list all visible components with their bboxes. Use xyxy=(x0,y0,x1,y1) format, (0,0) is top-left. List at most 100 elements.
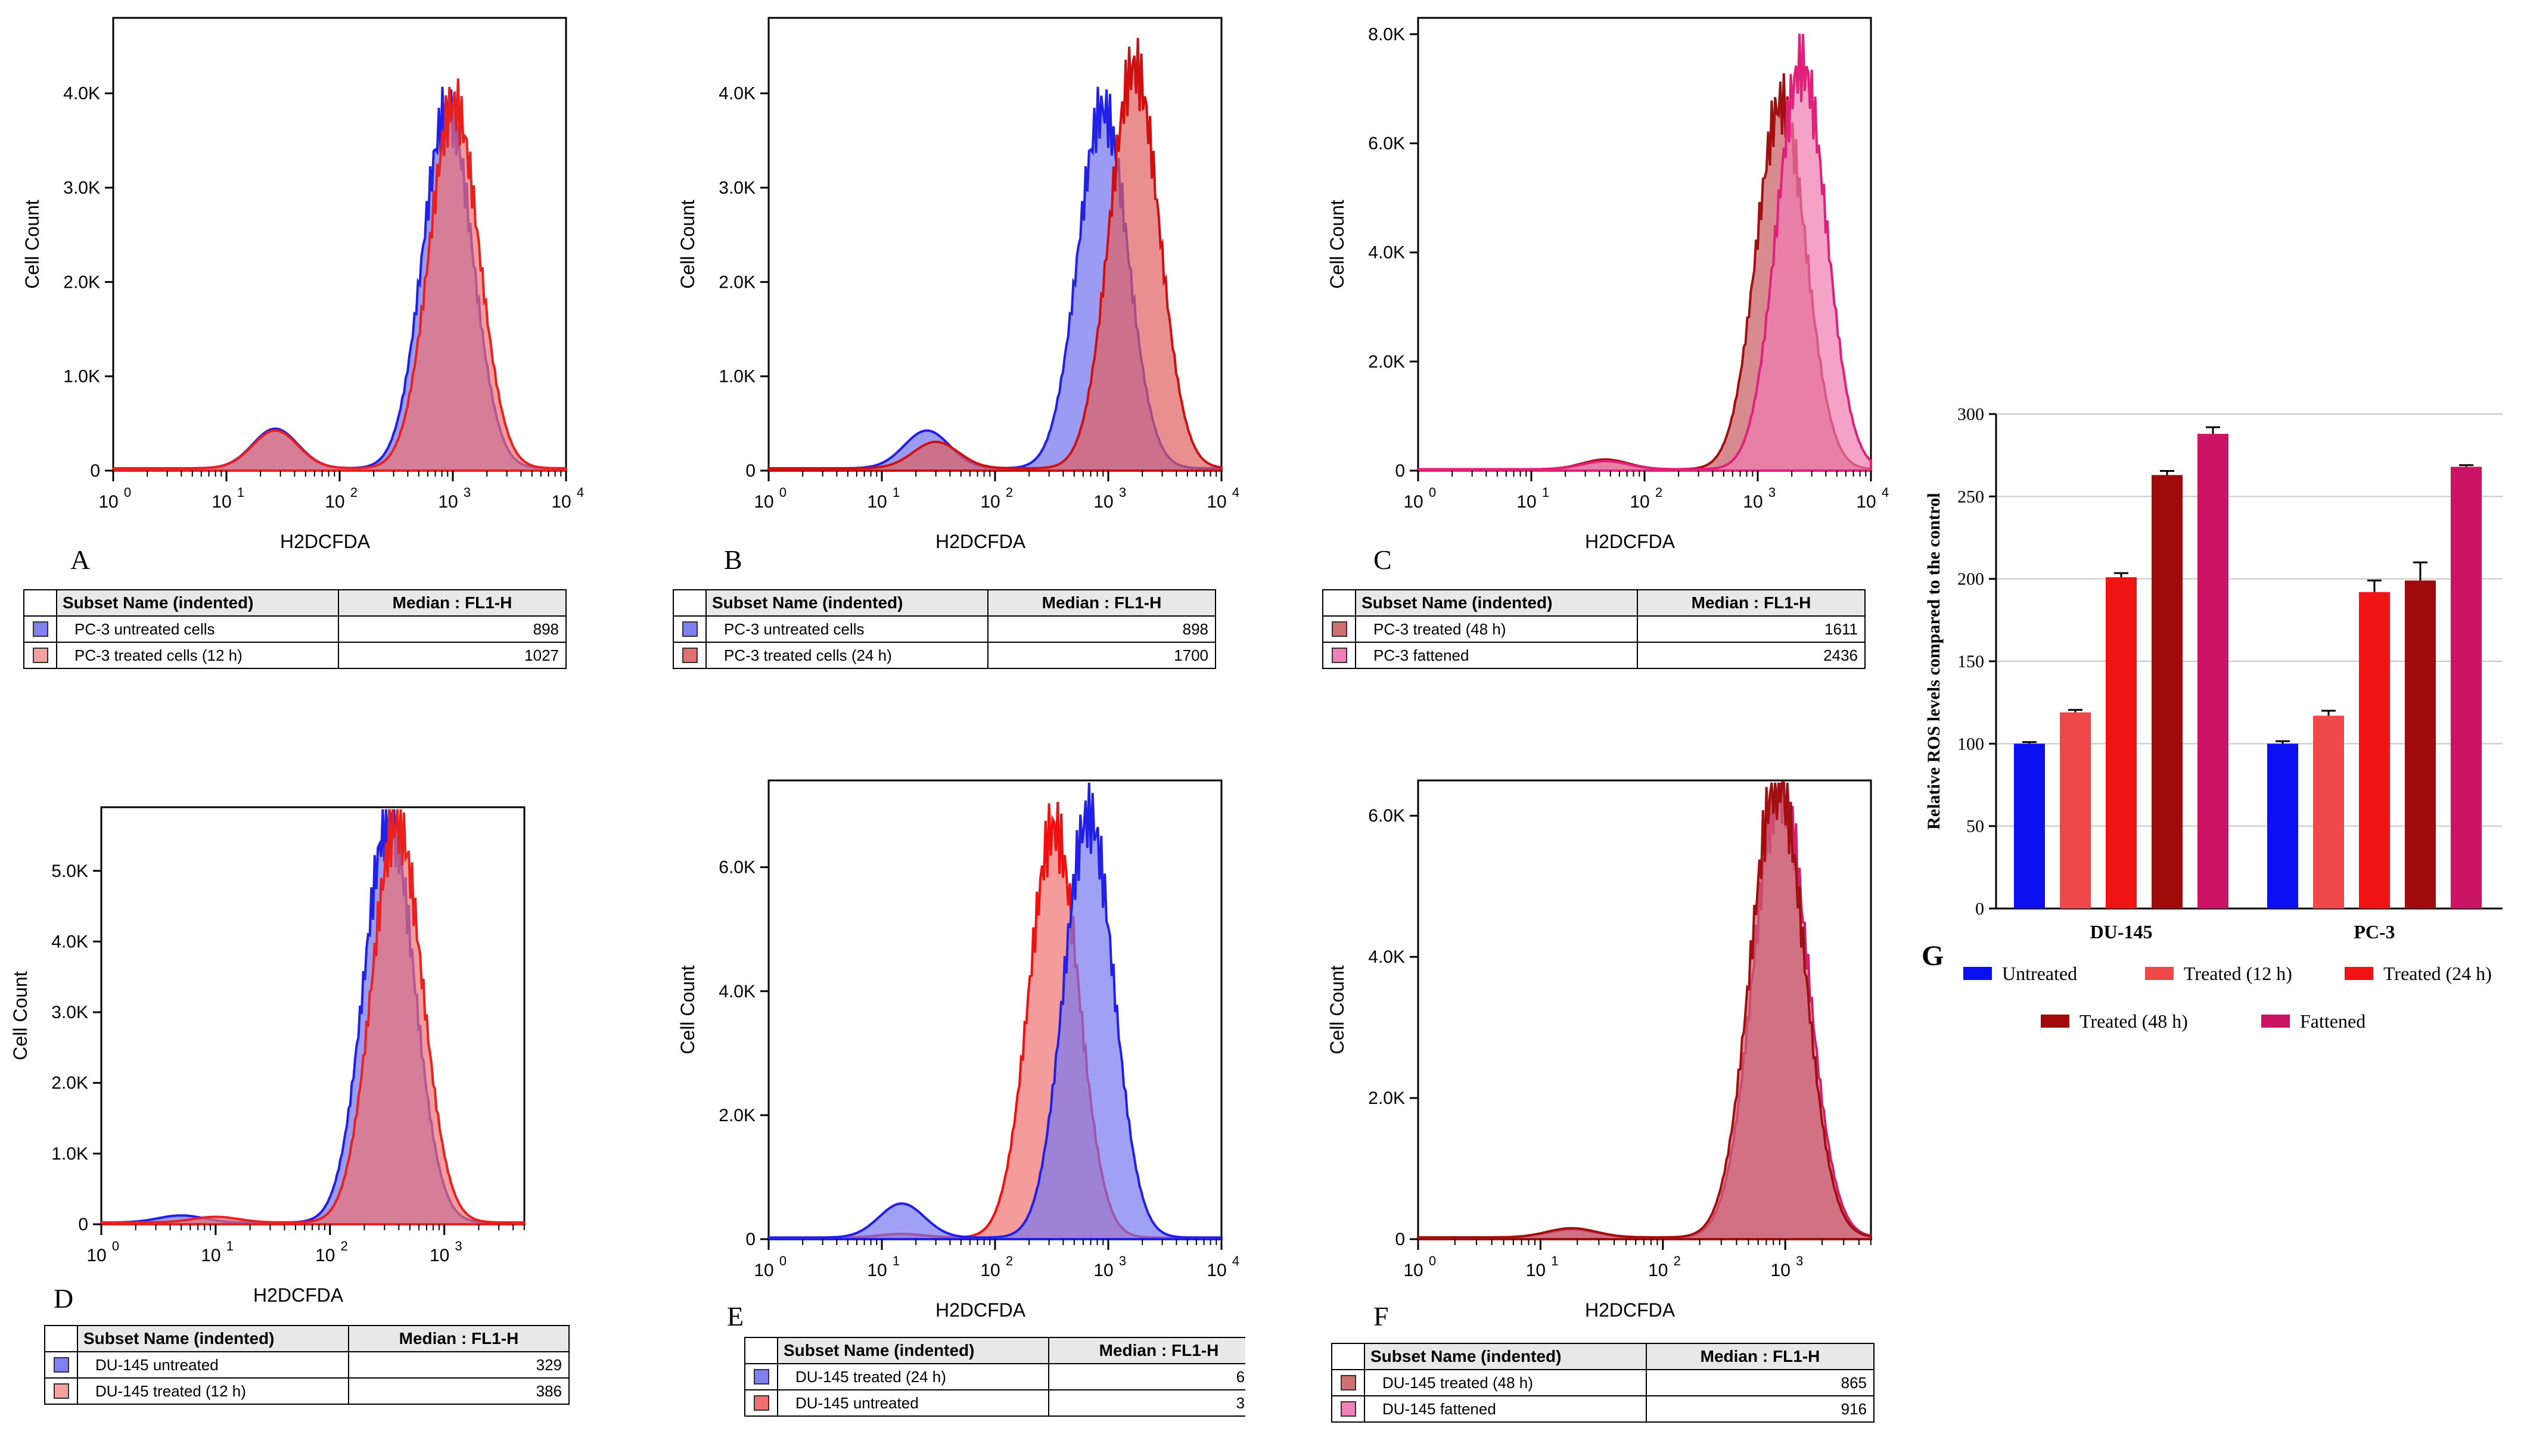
table-swatch xyxy=(54,1357,69,1373)
panel-d: 0 1.0K 2.0K 3.0K 4.0K 5.0K 10 0 10 1 10 2 10 3 H2DCFDA… xyxy=(10,806,570,1405)
y-axis-label: Cell Count xyxy=(677,965,698,1054)
panel-c: 0 2.0K 4.0K 6.0K 8.0K 10 0 10 1 10 2 10 3 10 4 H2DCFDA C… xyxy=(1322,17,1889,669)
x-tick-exponent: 1 xyxy=(237,485,244,500)
x-tick-label: 10 xyxy=(754,492,773,512)
bar-fattened-du-145 xyxy=(2197,434,2228,909)
panel-letter: F xyxy=(1373,1301,1389,1331)
table-row-name: PC-3 treated cells (24 h) xyxy=(724,646,892,664)
table-row-name: DU-145 untreated xyxy=(795,1394,919,1412)
y-tick-label: 3.0K xyxy=(51,1003,88,1022)
table-row-median: 2436 xyxy=(1823,646,1858,664)
x-tick-exponent: 2 xyxy=(1006,485,1013,500)
x-axis-label: H2DCFDA xyxy=(253,1284,344,1306)
y-tick-label: 6.0K xyxy=(1368,806,1405,826)
y-axis-label: Cell Count xyxy=(1326,965,1348,1054)
table-header-bg xyxy=(77,1325,570,1352)
panel-letter: A xyxy=(70,545,90,575)
x-tick-exponent: 3 xyxy=(1768,485,1776,500)
y-tick-label: 0 xyxy=(1975,899,1984,919)
panel-letter: G xyxy=(1922,940,1944,972)
x-axis-label: H2DCFDA xyxy=(1585,1299,1676,1321)
legend-label: Treated (12 h) xyxy=(2184,963,2292,984)
table-row-name: DU-145 treated (48 h) xyxy=(1382,1374,1533,1392)
table-swatch xyxy=(754,1395,769,1411)
y-tick-label: 300 xyxy=(1957,405,1984,424)
histogram-series xyxy=(112,78,567,472)
x-tick-exponent: 2 xyxy=(1655,485,1662,500)
y-tick-label: 2.0K xyxy=(719,1106,756,1125)
category-label: PC-3 xyxy=(2354,921,2395,942)
x-tick-exponent: 2 xyxy=(1006,1253,1013,1268)
x-tick-exponent: 2 xyxy=(350,485,358,500)
x-tick-label: 10 xyxy=(1743,492,1762,512)
y-tick-label: 0 xyxy=(745,461,756,481)
plot-frame xyxy=(100,806,526,1225)
legend-label: Treated (24 h) xyxy=(2383,963,2492,984)
y-tick-label: 4.0K xyxy=(1368,947,1405,967)
y-tick-label: 6.0K xyxy=(719,858,756,878)
panel-letter: E xyxy=(727,1301,744,1331)
y-tick-label: 4.0K xyxy=(63,84,100,104)
legend-label: Untreated xyxy=(2002,963,2077,984)
y-tick-label: 2.0K xyxy=(719,272,756,292)
table-header-subset: Subset Name (indented) xyxy=(712,593,903,612)
legend-label: Fattened xyxy=(2300,1010,2365,1032)
bar-untreated-du-145 xyxy=(2014,743,2045,909)
x-tick-exponent: 1 xyxy=(893,1253,900,1268)
x-tick-label: 10 xyxy=(1516,492,1536,512)
x-tick-exponent: 0 xyxy=(124,485,131,500)
x-tick-exponent: 1 xyxy=(1551,1253,1558,1268)
table-row-name: PC-3 untreated cells xyxy=(74,620,215,638)
x-tick-exponent: 3 xyxy=(1119,1253,1126,1268)
y-tick-label: 2.0K xyxy=(63,272,100,292)
x-axis-label: H2DCFDA xyxy=(935,1299,1026,1321)
y-tick-label: 8.0K xyxy=(1368,24,1405,44)
table-header-subset: Subset Name (indented) xyxy=(784,1341,974,1359)
bar-fattened-pc-3 xyxy=(2451,466,2482,909)
y-tick-label: 0 xyxy=(1395,461,1405,481)
panel-letter: B xyxy=(724,545,742,575)
table-swatch xyxy=(754,1369,769,1385)
legend-swatch xyxy=(1963,967,1992,980)
table-swatch xyxy=(682,621,698,637)
table-row-name: DU-145 treated (12 h) xyxy=(95,1382,246,1400)
x-tick-label: 10 xyxy=(1207,1261,1226,1280)
x-tick-label: 10 xyxy=(438,492,458,512)
x-tick-label: 10 xyxy=(1630,492,1649,512)
table-row-median: 916 xyxy=(1841,1400,1867,1418)
table-header-bg xyxy=(56,589,567,617)
table-swatch xyxy=(682,648,698,663)
y-tick-label: 1.0K xyxy=(63,367,100,387)
table-swatch xyxy=(1341,1375,1356,1390)
y-tick-label: 5.0K xyxy=(51,861,88,881)
x-axis-label: H2DCFDA xyxy=(1585,531,1676,552)
x-tick-exponent: 2 xyxy=(1674,1253,1681,1268)
bar-treated-24-h--du-145 xyxy=(2106,577,2137,909)
y-tick-label: 100 xyxy=(1957,734,1984,754)
x-tick-label: 10 xyxy=(980,492,1000,512)
table-row-median: 865 xyxy=(1841,1374,1867,1392)
x-tick-exponent: 0 xyxy=(779,485,787,500)
plot-frame xyxy=(767,779,1223,1240)
x-tick-exponent: 0 xyxy=(779,1253,787,1268)
table-swatch xyxy=(33,648,48,663)
y-tick-label: 1.0K xyxy=(719,367,756,387)
category-label: DU-145 xyxy=(2090,921,2153,942)
histogram-series xyxy=(767,782,1223,1240)
x-tick-label: 10 xyxy=(867,492,887,512)
table-row-median: 898 xyxy=(1183,620,1208,638)
x-tick-label: 10 xyxy=(1403,1261,1423,1280)
table-header-subset: Subset Name (indented) xyxy=(1370,1347,1561,1365)
x-tick-exponent: 3 xyxy=(464,485,471,500)
panel-letter: C xyxy=(1373,545,1392,575)
x-tick-exponent: 4 xyxy=(1232,485,1239,500)
x-tick-label: 10 xyxy=(1207,492,1226,512)
x-tick-exponent: 4 xyxy=(1232,1253,1239,1268)
y-tick-label: 0 xyxy=(745,1230,756,1249)
y-tick-label: 150 xyxy=(1957,652,1984,671)
y-tick-label: 0 xyxy=(90,461,100,481)
table-row-name: DU-145 treated (24 h) xyxy=(795,1368,946,1386)
x-axis-label: H2DCFDA xyxy=(280,531,371,552)
y-tick-label: 2.0K xyxy=(51,1074,88,1093)
y-axis-label: Cell Count xyxy=(21,200,43,289)
